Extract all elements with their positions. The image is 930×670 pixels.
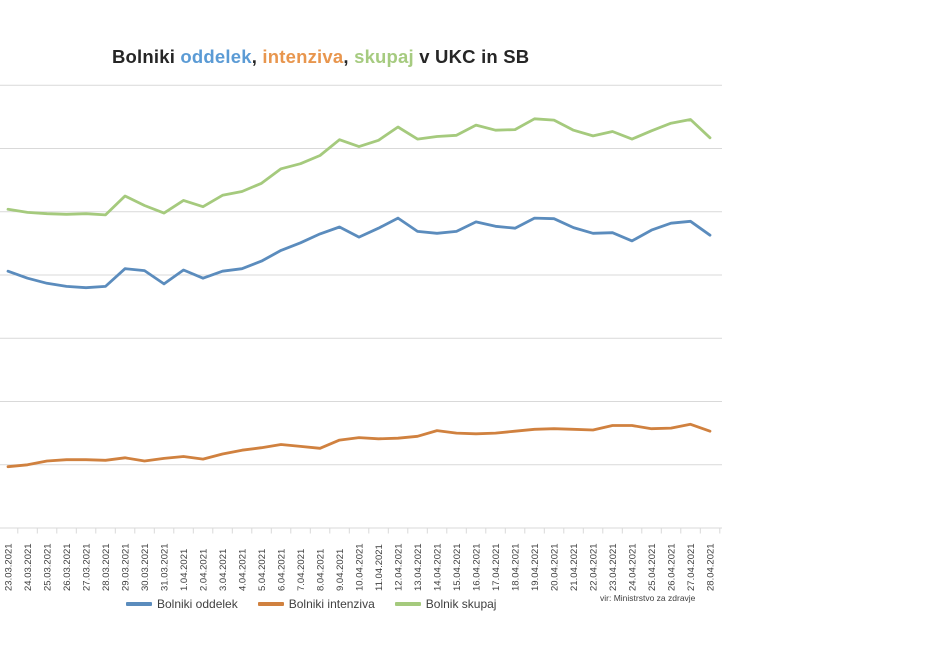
legend-label: Bolniki intenziva <box>288 597 375 611</box>
x-axis-label: 7.04.2021 <box>296 549 307 591</box>
chart-title-segment: , <box>251 46 263 67</box>
legend-item-bolniki-intenziva: Bolniki intenziva <box>257 597 375 611</box>
legend-line-swatch-orange <box>257 602 284 606</box>
x-axis-label: 28.04.2021 <box>706 543 717 591</box>
x-axis-label: 15.04.2021 <box>452 543 463 591</box>
x-axis-label: 4.04.2021 <box>238 549 249 591</box>
x-axis-label: 29.03.2021 <box>121 543 132 591</box>
chart-title-segment: v UKC in SB <box>413 46 530 67</box>
x-axis-label: 19.04.2021 <box>530 543 541 591</box>
x-axis-label: 26.03.2021 <box>62 543 73 591</box>
series-line-bolnik-skupaj <box>6 117 712 217</box>
legend-item-bolniki-oddelek: Bolniki oddelek <box>126 597 238 611</box>
chart-title-segment: skupaj <box>354 46 414 67</box>
chart-legend: Bolniki oddelek Bolniki intenziva Bolnik… <box>126 597 496 611</box>
chart-title-segment: intenziva <box>262 46 344 67</box>
x-axis-label: 2.04.2021 <box>199 549 210 591</box>
x-axis-label: 25.03.2021 <box>43 543 54 591</box>
x-axis-label: 28.03.2021 <box>101 543 112 591</box>
x-axis-label: 27.04.2021 <box>686 543 697 591</box>
x-axis-label: 27.03.2021 <box>82 543 93 591</box>
x-axis-label: 20.04.2021 <box>550 543 561 591</box>
x-axis-label: 16.04.2021 <box>472 543 483 591</box>
x-axis-label: 25.04.2021 <box>647 543 658 591</box>
legend-line-swatch-green <box>394 602 421 606</box>
series-line-bolniki-oddelek <box>6 216 712 290</box>
legend-item-bolnik-skupaj: Bolnik skupaj <box>394 597 497 611</box>
source-note: vir: Ministrstvo za zdravje <box>600 593 696 603</box>
x-axis-label: 1.04.2021 <box>179 549 190 591</box>
legend-label: Bolniki oddelek <box>157 597 238 611</box>
x-axis-label: 24.03.2021 <box>23 543 34 591</box>
x-axis-label: 10.04.2021 <box>355 543 366 591</box>
x-axis-label: 18.04.2021 <box>511 543 522 591</box>
x-axis-label: 5.04.2021 <box>257 549 268 591</box>
x-axis-label: 12.04.2021 <box>394 543 405 591</box>
chart-title-segment: oddelek <box>180 46 252 67</box>
x-axis-label: 24.04.2021 <box>628 543 639 591</box>
x-axis-label: 13.04.2021 <box>413 543 424 591</box>
chart-title-segment: Bolniki <box>112 46 181 67</box>
x-axis-label: 23.04.2021 <box>608 543 619 591</box>
line-chart-plot: 23.03.2021 24.03.2021 25.03.2021 26.03.2021… <box>0 84 722 591</box>
chart-title: Bolniki oddelek, intenziva, skupaj v UKC… <box>112 46 529 68</box>
x-axis-label: 21.04.2021 <box>569 543 580 591</box>
x-axis-label: 30.03.2021 <box>140 543 151 591</box>
x-axis-label: 11.04.2021 <box>374 544 385 591</box>
x-axis-label: 3.04.2021 <box>218 549 229 591</box>
x-axis-label: 14.04.2021 <box>433 543 444 591</box>
x-axis-label: 23.03.2021 <box>4 543 15 591</box>
x-axis-label: 8.04.2021 <box>316 549 327 591</box>
series-line-bolniki-intenziva <box>6 422 712 469</box>
x-axis-label: 22.04.2021 <box>589 543 600 591</box>
legend-label: Bolnik skupaj <box>425 597 497 611</box>
chart-title-segment: , <box>343 46 355 67</box>
x-axis-label: 31.03.2021 <box>160 543 171 591</box>
x-axis-label: 26.04.2021 <box>667 543 678 591</box>
x-axis-label: 9.04.2021 <box>335 549 346 591</box>
x-axis-label: 6.04.2021 <box>277 549 288 591</box>
legend-line-swatch-blue <box>126 602 152 606</box>
x-axis-label: 17.04.2021 <box>491 543 502 591</box>
